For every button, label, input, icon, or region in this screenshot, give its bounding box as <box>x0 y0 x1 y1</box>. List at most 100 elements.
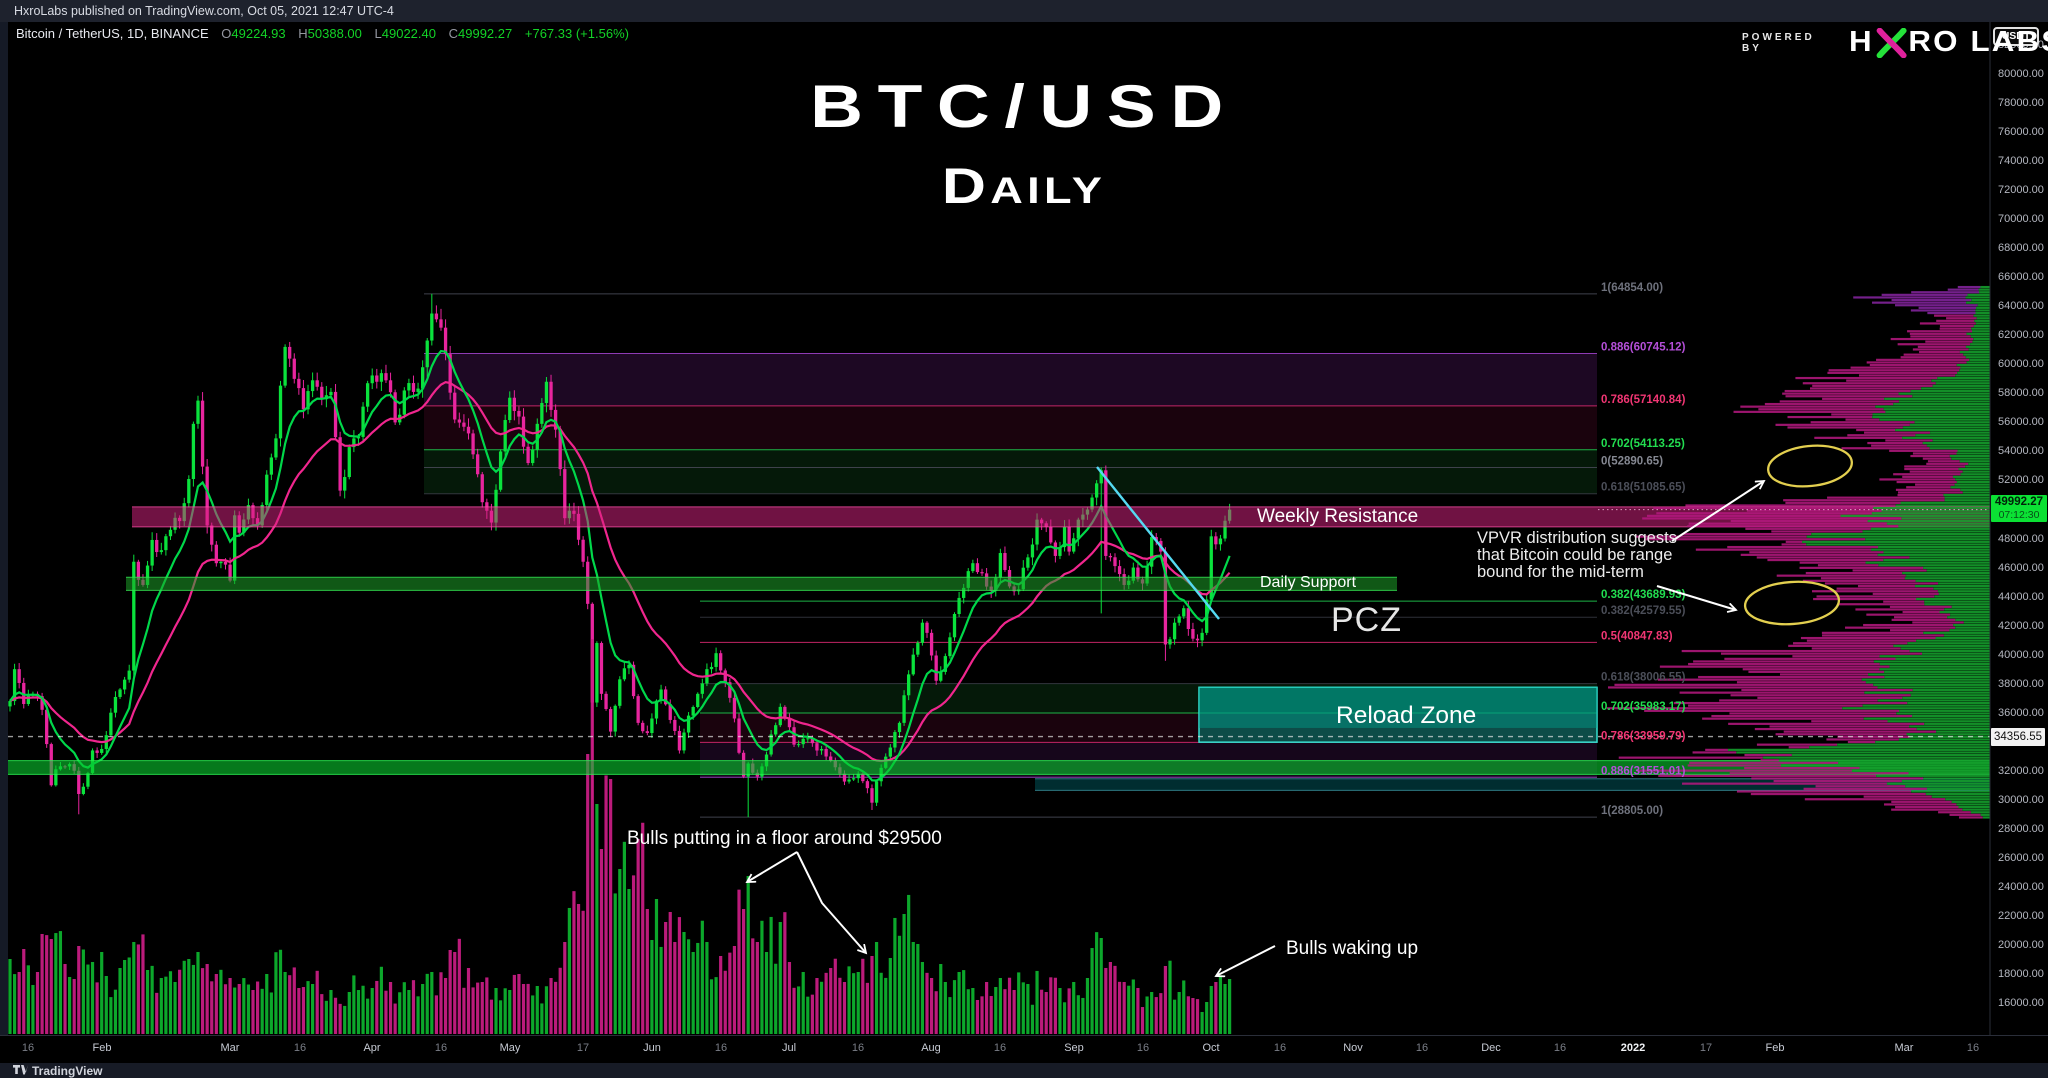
floor-band[interactable] <box>8 760 1990 775</box>
tradingview-logo-text: TradingView <box>32 1063 103 1078</box>
time-tick: Feb <box>1765 1042 1785 1054</box>
fib-level-label: 0.382(42579.55) <box>1601 605 1686 617</box>
fib-level-label: 0.886(60745.12) <box>1601 342 1686 354</box>
price-tick: 20000.00 <box>1998 938 2044 951</box>
tradingview-logo[interactable]: TradingView <box>13 1064 102 1078</box>
annotation-arrows <box>747 481 1764 976</box>
open-value: 49224.93 <box>231 26 286 41</box>
time-tick: Jun <box>643 1042 661 1054</box>
vpvr-note[interactable]: VPVR distribution suggests that Bitcoin … <box>1477 530 1677 581</box>
price-tick: 48000.00 <box>1998 532 2044 545</box>
time-tick: 16 <box>21 1042 35 1054</box>
time-tick: 16 <box>1136 1042 1150 1054</box>
time-tick: 16 <box>1415 1042 1429 1054</box>
price-tick: 80000.00 <box>1998 68 2044 81</box>
time-tick: Aug <box>921 1042 941 1054</box>
teal-band[interactable] <box>1035 778 1990 791</box>
price-tick: 54000.00 <box>1998 445 2044 458</box>
fib-level-label: 0.702(54113.25) <box>1601 438 1685 450</box>
high-value: 50388.00 <box>307 26 362 41</box>
price-tick: 66000.00 <box>1998 271 2044 284</box>
bulls-waking-note[interactable]: Bulls waking up <box>1286 938 1419 959</box>
fib-level-label: 0.618(38006.55) <box>1601 672 1686 684</box>
bulls-floor-note[interactable]: Bulls putting in a floor around $29500 <box>627 828 942 849</box>
price-tick: 70000.00 <box>1998 213 2044 226</box>
change-value: +767.33 (+1.56%) <box>524 26 629 41</box>
price-tick: 40000.00 <box>1998 648 2044 661</box>
annotation-arrow <box>1656 585 1736 610</box>
price-tick: 76000.00 <box>1998 126 2044 139</box>
volume-layer <box>8 639 1232 1034</box>
price-axis[interactable]: USDT 49992.27 07:12:30 34356.55 82000.00… <box>1990 22 2048 1035</box>
time-tick: Sep <box>1064 1042 1084 1054</box>
vpvr-note-line3: bound for the mid-term <box>1477 563 1644 581</box>
price-tick: 26000.00 <box>1998 851 2044 864</box>
annotation-arrow <box>747 851 798 882</box>
watermark-symbol: BTC/USD <box>810 73 1238 140</box>
daily-support-label[interactable]: Daily Support <box>1260 574 1357 591</box>
pcz-label[interactable]: PCZ <box>1331 601 1402 639</box>
ma-slow-line <box>9 381 1231 763</box>
low-value: 49022.40 <box>381 26 436 41</box>
powered-by-text: POWERED BY <box>1742 31 1815 54</box>
weekly-resistance-label[interactable]: Weekly Resistance <box>1257 506 1419 527</box>
level-price-badge: 34356.55 <box>1991 727 2045 746</box>
weekly-resistance-band[interactable] <box>132 506 1990 527</box>
time-axis[interactable]: 16 Feb Mar 16 Apr 16 May 17 Jun 16 Jul 16 Aug 16 Sep 16… <box>0 1035 2048 1064</box>
vpvr-highlight-ellipse[interactable] <box>1743 579 1841 627</box>
time-tick: May <box>499 1042 521 1054</box>
fib-level-label: 0.786(57140.84) <box>1601 394 1686 406</box>
symbol-name[interactable]: Bitcoin / TetherUS, 1D, BINANCE <box>16 26 209 41</box>
low-label: L <box>374 26 382 41</box>
tradingview-glyph-icon <box>13 1065 28 1075</box>
vpvr-highlight-ellipse[interactable] <box>1766 442 1854 491</box>
price-tick: 16000.00 <box>1998 997 2044 1009</box>
annotation-arrow <box>1671 481 1764 542</box>
symbol-info-bar[interactable]: Bitcoin / TetherUS, 1D, BINANCE O49224.9… <box>16 24 629 44</box>
price-tick: 42000.00 <box>1998 619 2044 632</box>
descending-trendline[interactable] <box>1096 466 1220 620</box>
vpvr-note-line2: that Bitcoin could be range <box>1477 546 1673 564</box>
publish-text: HxroLabs published on TradingView.com, O… <box>14 4 394 18</box>
price-tick: 28000.00 <box>1998 822 2044 835</box>
price-tick: 68000.00 <box>1998 242 2044 255</box>
time-tick: 16 <box>1273 1042 1287 1054</box>
price-tick: 52000.00 <box>1998 474 2044 487</box>
daily-support-band[interactable] <box>126 577 1397 591</box>
bar-countdown: 07:12:30 <box>1998 508 2040 521</box>
time-tick: 16 <box>993 1042 1007 1054</box>
price-tick: 56000.00 <box>1998 416 2044 429</box>
price-tick: 64000.00 <box>1998 300 2044 313</box>
reload-zone-label[interactable]: Reload Zone <box>1336 702 1477 729</box>
annotation-arrow <box>796 851 866 953</box>
time-tick: 16 <box>1966 1042 1980 1054</box>
tradingview-footer-bar: TradingView <box>0 1063 2048 1078</box>
time-tick: Feb <box>92 1042 112 1054</box>
fib-level-label: 1(64854.00) <box>1601 282 1663 294</box>
currency-badge: USDT <box>1993 27 2039 46</box>
price-tick: 60000.00 <box>1998 358 2044 371</box>
price-tick: 22000.00 <box>1998 909 2044 922</box>
brand-name-right: RO LABS <box>1907 26 2048 58</box>
time-tick: 17 <box>1699 1042 1713 1054</box>
last-price-badge: 49992.27 07:12:30 <box>1991 494 2047 522</box>
price-tick: 44000.00 <box>1998 590 2044 603</box>
hxro-x-icon <box>1876 27 1907 58</box>
time-tick: Oct <box>1202 1042 1220 1054</box>
time-tick: 2022 <box>1620 1042 1646 1054</box>
price-tick: 46000.00 <box>1998 561 2044 574</box>
fib-level-label: 0.786(33959.79) <box>1601 730 1686 742</box>
fib-zones <box>424 353 1597 778</box>
time-tick: Mar <box>1894 1042 1914 1054</box>
price-tick: 18000.00 <box>1998 967 2044 980</box>
fib-level-label: 0.618(51085.65) <box>1601 482 1686 494</box>
time-tick: 16 <box>714 1042 728 1054</box>
price-tick: 74000.00 <box>1998 155 2044 168</box>
price-tick: 62000.00 <box>1998 329 2044 342</box>
time-tick: Mar <box>220 1042 240 1054</box>
time-tick: Apr <box>363 1042 381 1054</box>
annotation-arrow <box>1216 945 1276 976</box>
time-tick: Jul <box>781 1042 797 1054</box>
